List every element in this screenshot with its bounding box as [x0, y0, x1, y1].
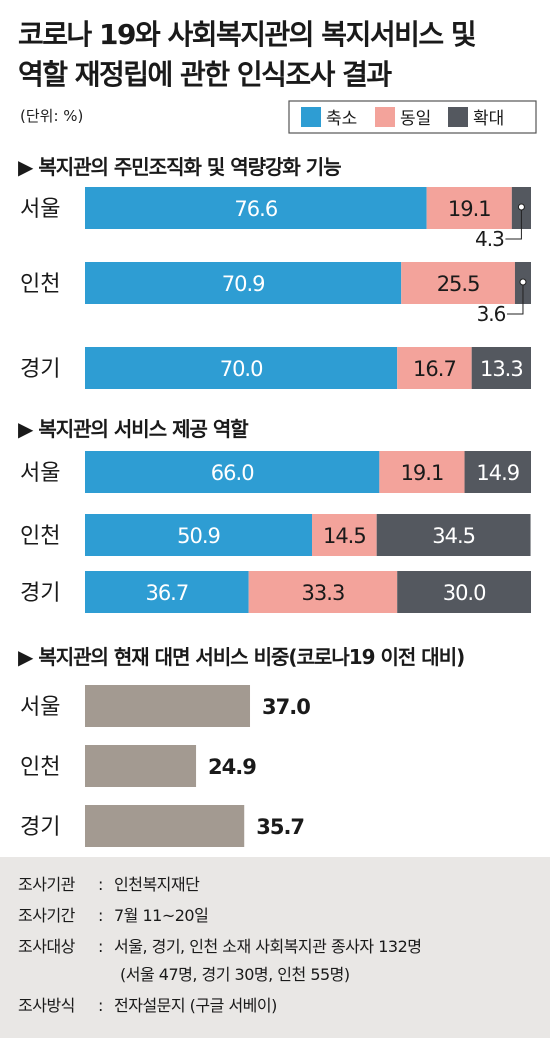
legend-label-1: 축소	[326, 109, 357, 129]
bar-value-label: 13.3	[480, 357, 523, 381]
bar-segment	[85, 187, 427, 229]
section-title: ▶ 복지관의 현재 대면 서비스 비중(코로나19 이전 대비)	[18, 645, 464, 669]
bar-value-label: 4.3	[475, 227, 504, 251]
region-label: 서울	[20, 197, 60, 222]
bar-value-label: 34.5	[432, 524, 475, 548]
callout-dot	[517, 203, 525, 211]
section-title: ▶ 복지관의 주민조직화 및 역량강화 기능	[18, 155, 341, 179]
bar-value-label: 3.6	[477, 302, 506, 326]
callout-line	[506, 285, 524, 315]
footer-value: 전자설문지 (구글 서베이)	[114, 996, 277, 1015]
bar-segment	[376, 514, 531, 556]
legend-swatch-2	[375, 107, 395, 127]
footer-value: 7월 11~20일	[114, 906, 208, 925]
bar-segment	[397, 571, 531, 613]
footer-value: 서울, 경기, 인천 소재 사회복지관 종사자 132명	[114, 937, 421, 956]
footer-key: 조사기간	[18, 906, 76, 925]
bar-value-label: 36.7	[145, 581, 188, 605]
bar-value-label: 50.9	[177, 524, 220, 548]
bar-segment	[248, 571, 398, 613]
bar-value-label: 30.0	[443, 581, 486, 605]
bar-segment	[464, 451, 531, 493]
callout-line	[505, 210, 522, 240]
bar-value-label: 19.1	[401, 461, 444, 485]
footer-background	[0, 857, 550, 1038]
bar-value-label: 66.0	[211, 461, 254, 485]
footer-colon: :	[98, 906, 103, 925]
footer-key: 조사대상	[18, 937, 76, 956]
bar-value-label: 24.9	[208, 755, 256, 779]
callout-dot	[519, 278, 527, 286]
bar-value-label: 25.5	[437, 272, 480, 296]
bar-value-label: 70.9	[222, 272, 265, 296]
bar-segment	[379, 451, 465, 493]
bar-value-label: 76.6	[234, 197, 277, 221]
region-label: 인천	[20, 524, 60, 549]
region-label: 서울	[20, 695, 60, 720]
footer-colon: :	[98, 996, 103, 1015]
bar-value-label: 16.7	[413, 357, 456, 381]
bar-segment	[85, 451, 380, 493]
footer-key: 조사기관	[18, 875, 76, 894]
bar-segment	[85, 347, 398, 389]
section-title: ▶ 복지관의 서비스 제공 역할	[18, 417, 249, 441]
unit-label: (단위: %)	[20, 107, 83, 125]
bar	[85, 805, 245, 847]
title-line-2: 역할 재정립에 관한 인식조사 결과	[18, 58, 392, 91]
bar-segment	[471, 347, 531, 389]
bar-value-label: 19.1	[448, 197, 491, 221]
legend-label-2: 동일	[400, 109, 431, 129]
region-label: 경기	[20, 815, 60, 840]
bar-value-label: 35.7	[256, 815, 304, 839]
bar	[85, 685, 251, 727]
footer-value: 인천복지재단	[114, 875, 200, 894]
bar-segment	[85, 571, 249, 613]
bar-segment	[85, 262, 402, 304]
bar-value-label: 33.3	[302, 581, 345, 605]
bar-value-label: 14.5	[323, 524, 366, 548]
section-3: ▶ 복지관의 현재 대면 서비스 비중(코로나19 이전 대비) 서울 37.0 인천…	[18, 645, 465, 847]
footer-key: 조사방식	[18, 996, 75, 1015]
bar-value-label: 14.9	[476, 461, 519, 485]
legend-swatch-1	[301, 107, 321, 127]
footer-value: (서울 47명, 경기 30명, 인천 55명)	[120, 965, 350, 984]
region-label: 경기	[20, 581, 60, 606]
legend: 축소 동일 확대	[288, 100, 537, 134]
region-label: 서울	[20, 461, 60, 486]
region-label: 인천	[20, 755, 60, 780]
bar-segment	[312, 514, 377, 556]
bar-segment	[397, 347, 472, 389]
legend-label-3: 확대	[473, 109, 504, 129]
bar-value-label: 70.0	[220, 357, 263, 381]
legend-box	[288, 100, 537, 134]
footer-colon: :	[98, 875, 103, 894]
title-line-1: 코로나 19와 사회복지관의 복지서비스 및	[18, 18, 476, 51]
bar-segment	[401, 262, 515, 304]
bar-value-label: 37.0	[262, 695, 310, 719]
region-label: 인천	[20, 272, 60, 297]
bar	[85, 745, 197, 787]
legend-swatch-3	[448, 107, 468, 127]
region-label: 경기	[20, 357, 60, 382]
bar-segment	[85, 514, 313, 556]
footer-colon: :	[98, 937, 103, 956]
bar-segment	[426, 187, 512, 229]
